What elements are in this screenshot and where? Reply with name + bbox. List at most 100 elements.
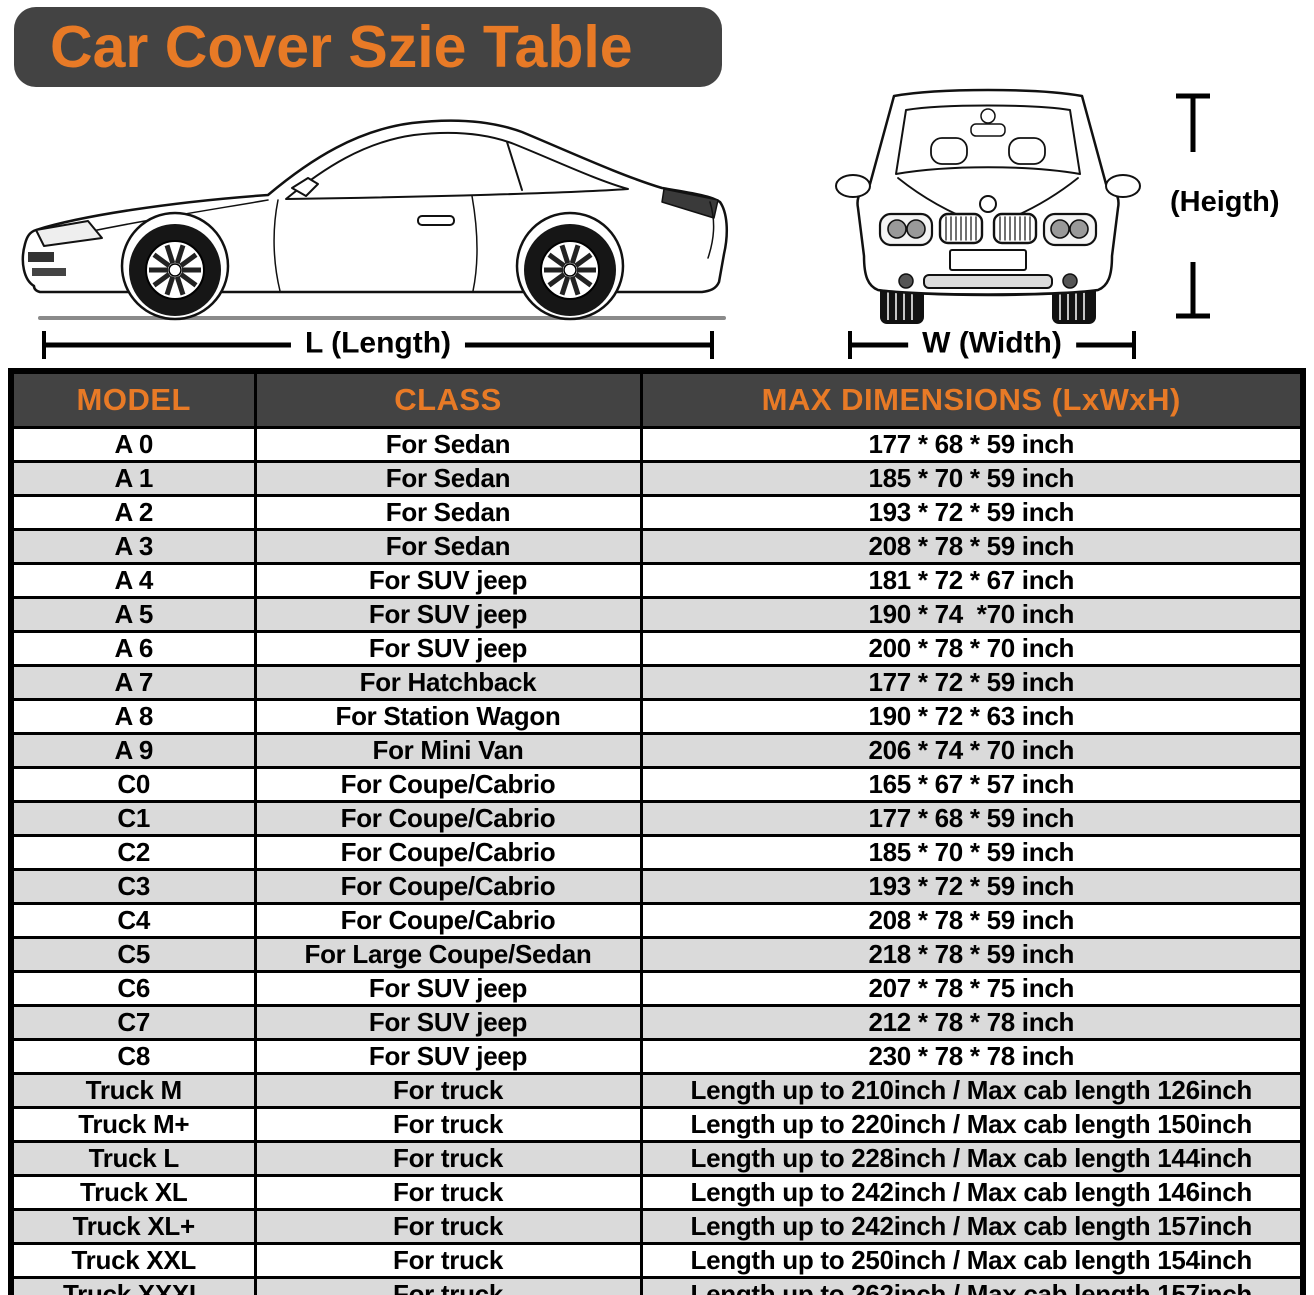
cell-dimensions: 177 * 68 * 59 inch: [639, 800, 1305, 837]
cell-model: A 5: [9, 596, 257, 633]
cell-model: A 2: [9, 494, 257, 531]
cell-class: For SUV jeep: [253, 1004, 643, 1041]
cell-dimensions: 185 * 70 * 59 inch: [639, 460, 1305, 497]
cell-dimensions: 212 * 78 * 78 inch: [639, 1004, 1305, 1041]
table-row: C1 For Coupe/Cabrio 177 * 68 * 59 inch: [9, 800, 1305, 837]
table-row: A 5 For SUV jeep 190 * 74 *70 inch: [9, 596, 1305, 633]
cell-class: For Coupe/Cabrio: [253, 834, 643, 871]
table-row: C2 For Coupe/Cabrio 185 * 70 * 59 inch: [9, 834, 1305, 871]
cell-model: Truck XXL: [9, 1242, 257, 1279]
cell-dimensions: 193 * 72 * 59 inch: [639, 868, 1305, 905]
table-row: Truck XXXL For truck Length up to 262inch …: [9, 1276, 1305, 1295]
table-row: C8 For SUV jeep 230 * 78 * 78 inch: [9, 1038, 1305, 1075]
cell-dimensions: 177 * 68 * 59 inch: [639, 426, 1305, 463]
height-dimension-label: (Heigth): [1170, 186, 1280, 218]
cell-dimensions: 208 * 78 * 59 inch: [639, 902, 1305, 939]
table-row: C3 For Coupe/Cabrio 193 * 72 * 59 inch: [9, 868, 1305, 905]
table-row: C0 For Coupe/Cabrio 165 * 67 * 57 inch: [9, 766, 1305, 803]
cell-model: Truck L: [9, 1140, 257, 1177]
cell-dimensions: 181 * 72 * 67 inch: [639, 562, 1305, 599]
table-row: Truck M For truck Length up to 210inch / M…: [9, 1072, 1305, 1109]
cell-model: C7: [9, 1004, 257, 1041]
table-row: A 7 For Hatchback 177 * 72 * 59 inch: [9, 664, 1305, 701]
cell-model: C8: [9, 1038, 257, 1075]
cell-class: For SUV jeep: [253, 970, 643, 1007]
cell-model: Truck M: [9, 1072, 257, 1109]
cell-class: For Sedan: [253, 528, 643, 565]
cell-class: For SUV jeep: [253, 596, 643, 633]
cell-model: A 0: [9, 426, 257, 463]
cell-class: For truck: [253, 1208, 643, 1245]
cell-model: Truck XXXL: [9, 1276, 257, 1295]
table-row: C5 For Large Coupe/Sedan 218 * 78 * 59 inc…: [9, 936, 1305, 973]
width-dimension: W (Width): [846, 326, 1138, 364]
cell-class: For Coupe/Cabrio: [253, 902, 643, 939]
cell-class: For Large Coupe/Sedan: [253, 936, 643, 973]
cell-dimensions: 230 * 78 * 78 inch: [639, 1038, 1305, 1075]
height-dimension-line: [1176, 93, 1210, 319]
table-row: A 9 For Mini Van 206 * 74 * 70 inch: [9, 732, 1305, 769]
cell-model: C5: [9, 936, 257, 973]
cell-model: C6: [9, 970, 257, 1007]
table-row: A 2 For Sedan 193 * 72 * 59 inch: [9, 494, 1305, 531]
cell-model: Truck XL: [9, 1174, 257, 1211]
cell-model: A 4: [9, 562, 257, 599]
table-row: A 1 For Sedan 185 * 70 * 59 inch: [9, 460, 1305, 497]
size-table: MODEL CLASS MAX DIMENSIONS (LxWxH) A 0 Fo…: [8, 368, 1306, 1295]
table-row: A 8 For Station Wagon 190 * 72 * 63 inch: [9, 698, 1305, 735]
cell-class: For truck: [253, 1072, 643, 1109]
cell-class: For Sedan: [253, 460, 643, 497]
cell-dimensions: 207 * 78 * 75 inch: [639, 970, 1305, 1007]
cell-class: For Coupe/Cabrio: [253, 800, 643, 837]
cell-model: A 7: [9, 664, 257, 701]
cell-dimensions: 190 * 74 *70 inch: [639, 596, 1305, 633]
length-dimension-label: L (Length): [290, 326, 466, 361]
car-front-view-illustration: [835, 88, 1141, 324]
table-row: Truck M+ For truck Length up to 220inch / …: [9, 1106, 1305, 1143]
table-row: Truck XL+ For truck Length up to 242inch /…: [9, 1208, 1305, 1245]
cell-class: For Hatchback: [253, 664, 643, 701]
cell-class: For SUV jeep: [253, 562, 643, 599]
cell-dimensions: 193 * 72 * 59 inch: [639, 494, 1305, 531]
size-table-container: MODEL CLASS MAX DIMENSIONS (LxWxH) A 0 Fo…: [8, 368, 1306, 1295]
cell-model: Truck M+: [9, 1106, 257, 1143]
cell-model: Truck XL+: [9, 1208, 257, 1245]
table-body: A 0 For Sedan 177 * 68 * 59 inch A 1 For Sed…: [9, 426, 1305, 1295]
cell-model: C1: [9, 800, 257, 837]
table-row: C6 For SUV jeep 207 * 78 * 75 inch: [9, 970, 1305, 1007]
cell-class: For truck: [253, 1242, 643, 1279]
width-dimension-label: W (Width): [908, 326, 1076, 361]
cell-dimensions: 185 * 70 * 59 inch: [639, 834, 1305, 871]
table-header-dimensions: MAX DIMENSIONS (LxWxH): [639, 369, 1305, 429]
length-dimension: L (Length): [40, 326, 716, 364]
cell-class: For truck: [253, 1276, 643, 1295]
cell-model: A 3: [9, 528, 257, 565]
cell-class: For truck: [253, 1174, 643, 1211]
cell-dimensions: Length up to 242inch / Max cab length 15…: [639, 1208, 1305, 1245]
cell-dimensions: 165 * 67 * 57 inch: [639, 766, 1305, 803]
cell-class: For SUV jeep: [253, 630, 643, 667]
cell-dimensions: Length up to 250inch / Max cab length 15…: [639, 1242, 1305, 1279]
cell-dimensions: 177 * 72 * 59 inch: [639, 664, 1305, 701]
cell-class: For Coupe/Cabrio: [253, 766, 643, 803]
cell-dimensions: 218 * 78 * 59 inch: [639, 936, 1305, 973]
table-row: A 3 For Sedan 208 * 78 * 59 inch: [9, 528, 1305, 565]
cell-dimensions: Length up to 262inch / Max cab length 15…: [639, 1276, 1305, 1295]
cell-model: A 1: [9, 460, 257, 497]
table-row: Truck XL For truck Length up to 242inch / …: [9, 1174, 1305, 1211]
cell-model: A 6: [9, 630, 257, 667]
cell-model: A 9: [9, 732, 257, 769]
title-banner: Car Cover Szie Table: [14, 7, 722, 87]
table-header-class: CLASS: [253, 369, 643, 429]
table-header-row: MODEL CLASS MAX DIMENSIONS (LxWxH): [9, 369, 1305, 429]
cell-model: C3: [9, 868, 257, 905]
cell-dimensions: 200 * 78 * 70 inch: [639, 630, 1305, 667]
cell-dimensions: 190 * 72 * 63 inch: [639, 698, 1305, 735]
cell-class: For Sedan: [253, 426, 643, 463]
cell-class: For Station Wagon: [253, 698, 643, 735]
cell-dimensions: Length up to 210inch / Max cab length 12…: [639, 1072, 1305, 1109]
cell-model: C4: [9, 902, 257, 939]
cell-dimensions: Length up to 220inch / Max cab length 15…: [639, 1106, 1305, 1143]
table-row: A 6 For SUV jeep 200 * 78 * 70 inch: [9, 630, 1305, 667]
